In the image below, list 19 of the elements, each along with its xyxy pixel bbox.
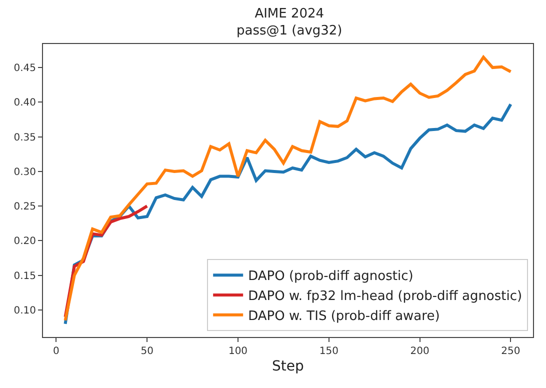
- y-tick-label: 0.45: [14, 63, 36, 74]
- x-tick-label: 50: [140, 346, 154, 357]
- x-axis-title: Step: [272, 358, 304, 374]
- x-tick-label: 250: [501, 346, 520, 357]
- x-tick-label: 0: [52, 346, 60, 357]
- x-tick-label: 200: [410, 346, 430, 357]
- chart-title: AIME 2024 pass@1 (avg32): [236, 6, 342, 38]
- x-tick-label: 150: [319, 346, 338, 357]
- y-tick-label: 0.10: [14, 305, 36, 316]
- y-tick-label: 0.40: [14, 98, 36, 109]
- legend-label: DAPO w. fp32 lm-head (prob-diff agnostic): [248, 289, 522, 304]
- legend-label: DAPO (prob-diff agnostic): [248, 269, 414, 284]
- legend-label: DAPO w. TIS (prob-diff aware): [248, 308, 440, 324]
- y-tick-label: 0.20: [14, 236, 36, 248]
- x-tick-label: 100: [228, 346, 248, 357]
- y-tick-label: 0.25: [14, 202, 36, 213]
- y-tick-label: 0.35: [14, 132, 36, 144]
- y-tick-label: 0.15: [14, 270, 36, 282]
- y-tick-label: 0.30: [14, 166, 36, 178]
